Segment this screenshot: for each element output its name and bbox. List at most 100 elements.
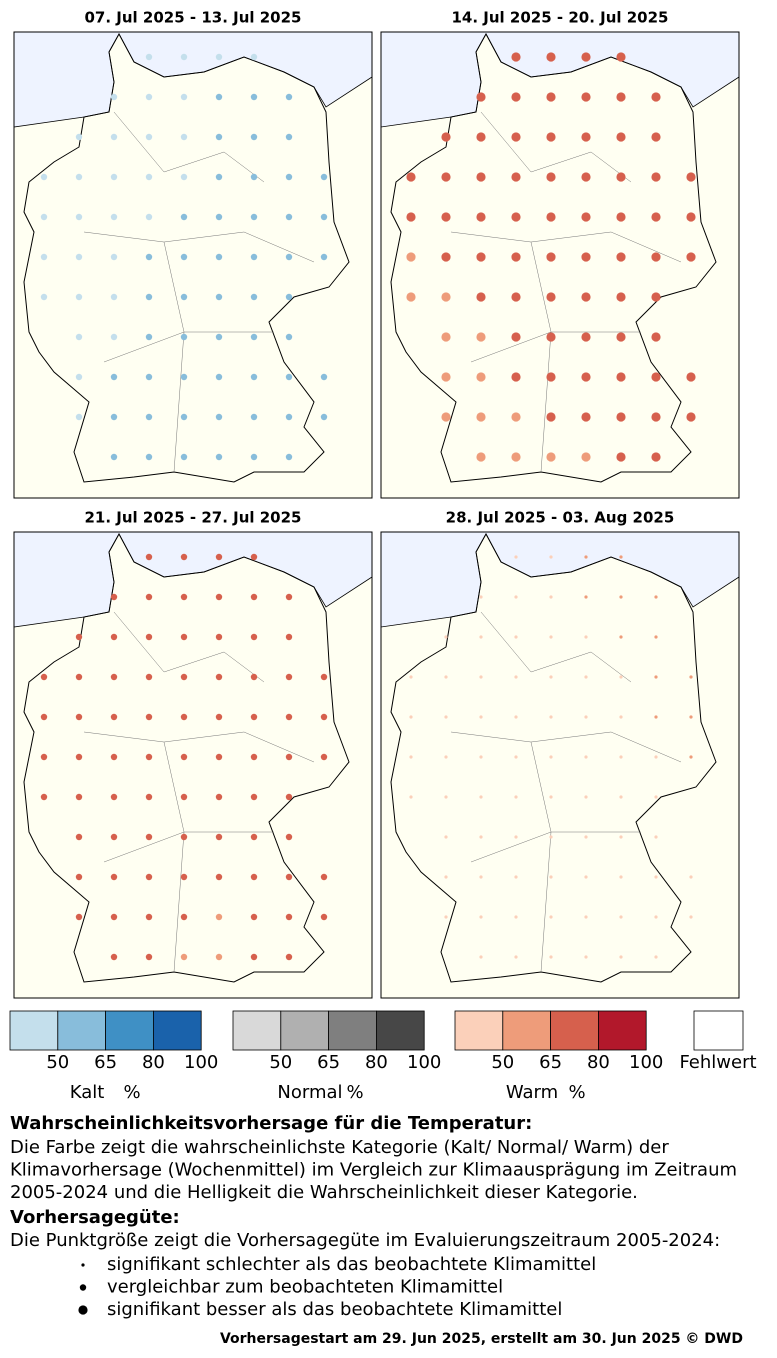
forecast-dot <box>110 253 118 261</box>
forecast-dot <box>619 875 623 879</box>
legend-swatch <box>550 1010 599 1051</box>
forecast-dot <box>110 633 118 641</box>
forecast-dot <box>40 793 48 801</box>
forecast-dot <box>145 173 153 181</box>
forecast-dot <box>584 955 588 959</box>
forecast-dot <box>686 412 696 422</box>
forecast-dot <box>110 793 118 801</box>
legend-category: Warm <box>506 1082 558 1103</box>
forecast-dot <box>145 93 153 101</box>
forecast-dot <box>476 332 486 342</box>
missing-swatch <box>693 1010 744 1051</box>
forecast-dot <box>250 333 258 341</box>
forecast-dot <box>110 913 118 921</box>
forecast-dot <box>581 452 591 462</box>
legend-swatch <box>9 1010 59 1051</box>
panel-title: 07. Jul 2025 - 13. Jul 2025 <box>84 9 301 27</box>
forecast-dot <box>651 212 661 222</box>
forecast-dot <box>110 133 118 141</box>
forecast-dot <box>110 93 118 101</box>
map-panel <box>13 531 373 999</box>
forecast-dot <box>619 795 623 799</box>
legend-tick-label: 65 <box>539 1052 562 1073</box>
forecast-dot <box>444 795 448 799</box>
forecast-dot <box>546 92 556 102</box>
forecast-dot <box>145 553 153 561</box>
forecast-dot <box>250 953 258 961</box>
forecast-dot <box>546 332 556 342</box>
forecast-dot <box>619 715 623 719</box>
forecast-dot <box>686 252 696 262</box>
forecast-dot <box>285 873 293 881</box>
forecast-dot <box>654 795 658 799</box>
forecast-dot <box>285 453 293 461</box>
forecast-dot <box>250 213 258 221</box>
forecast-dot <box>546 212 556 222</box>
forecast-dot <box>514 555 518 559</box>
forecast-dot <box>584 715 588 719</box>
panel-title: 14. Jul 2025 - 20. Jul 2025 <box>451 9 668 27</box>
forecast-dot <box>409 755 413 759</box>
forecast-dot <box>250 373 258 381</box>
legend-tick-label: 80 <box>142 1052 165 1073</box>
forecast-dot <box>549 555 553 559</box>
forecast-dot <box>320 913 328 921</box>
forecast-dot <box>619 955 623 959</box>
forecast-dot <box>511 292 521 302</box>
forecast-dot <box>479 915 483 919</box>
legend-tick-label: 65 <box>94 1052 117 1073</box>
forecast-dot <box>215 253 223 261</box>
forecast-dot <box>285 713 293 721</box>
description-line: Die Farbe zeigt die wahrscheinlichste Ka… <box>10 1137 669 1158</box>
country-outline <box>23 532 350 983</box>
forecast-dot <box>320 173 328 181</box>
forecast-dot <box>75 213 83 221</box>
forecast-dot <box>215 713 223 721</box>
forecast-dot <box>110 753 118 761</box>
forecast-dot <box>75 413 83 421</box>
forecast-dot <box>651 132 661 142</box>
forecast-dot <box>581 132 591 142</box>
forecast-dot <box>215 133 223 141</box>
forecast-dot <box>654 635 658 639</box>
forecast-dot <box>651 332 661 342</box>
forecast-dot <box>616 412 626 422</box>
forecast-dot <box>145 593 153 601</box>
forecast-dot <box>511 92 521 102</box>
forecast-dot <box>479 635 483 639</box>
forecast-dot <box>514 635 518 639</box>
forecast-dot <box>285 913 293 921</box>
forecast-dot <box>285 793 293 801</box>
forecast-dot <box>40 673 48 681</box>
forecast-dot <box>110 293 118 301</box>
forecast-dot <box>215 753 223 761</box>
forecast-dot <box>549 755 553 759</box>
forecast-dot <box>285 293 293 301</box>
forecast-dot <box>689 875 693 879</box>
forecast-dot <box>75 133 83 141</box>
legend-unit: % <box>123 1082 140 1103</box>
forecast-dot <box>250 753 258 761</box>
forecast-dot <box>476 92 486 102</box>
forecast-dot <box>285 333 293 341</box>
forecast-dot <box>441 252 451 262</box>
forecast-dot <box>145 793 153 801</box>
legend-category: Normal <box>277 1082 342 1103</box>
forecast-dot <box>110 873 118 881</box>
forecast-dot <box>549 835 553 839</box>
description-line: Klimavorhersage (Wochenmittel) im Vergle… <box>10 1160 737 1181</box>
forecast-dot <box>145 333 153 341</box>
forecast-dot <box>511 132 521 142</box>
forecast-dot <box>654 755 658 759</box>
forecast-dot <box>584 795 588 799</box>
legend-tick-label: 100 <box>629 1052 663 1073</box>
forecast-dot <box>546 372 556 382</box>
map-panel <box>13 31 373 499</box>
forecast-dot <box>285 633 293 641</box>
forecast-dot <box>250 133 258 141</box>
forecast-dot <box>250 673 258 681</box>
forecast-dot <box>619 635 623 639</box>
forecast-dot <box>511 52 521 62</box>
forecast-dot <box>215 213 223 221</box>
forecast-dot <box>110 713 118 721</box>
